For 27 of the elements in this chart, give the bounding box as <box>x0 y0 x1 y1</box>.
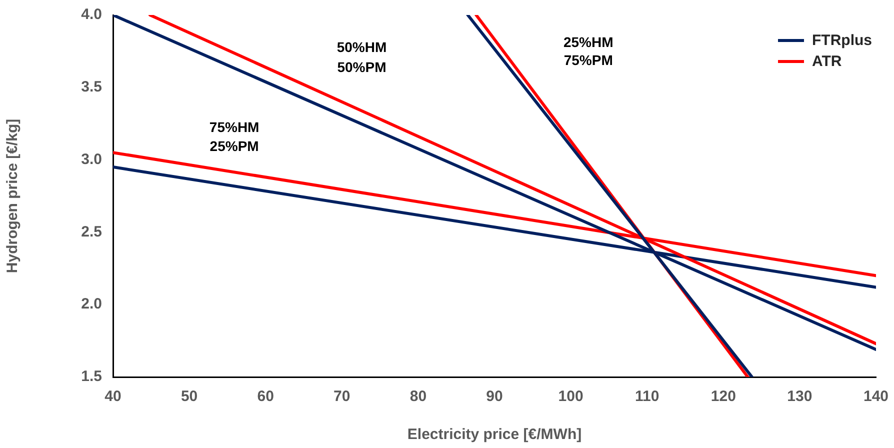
y-tick-label: 3.5 <box>81 78 102 96</box>
annotation: 25%PM <box>210 138 259 154</box>
y-tick-label: 3.0 <box>81 150 102 168</box>
y-tick-label: 1.5 <box>81 368 102 386</box>
x-tick-label: 70 <box>334 388 350 406</box>
y-tick-label: 4.0 <box>81 6 102 24</box>
x-tick-label: 50 <box>180 388 198 406</box>
legend-label: FTRplus <box>812 32 872 49</box>
annotation: 50%HM <box>336 39 387 56</box>
annotation: 75%PM <box>564 52 613 68</box>
x-axis-title: Electricity price [€/MWh] <box>407 426 582 444</box>
x-tick-label: 110 <box>635 388 660 406</box>
x-tick-label: 120 <box>710 388 736 406</box>
annotation: 75%HM <box>209 118 260 135</box>
annotation: 25%HM <box>563 34 614 50</box>
x-tick-label: 130 <box>787 388 812 406</box>
y-tick-label: 2.5 <box>81 223 102 240</box>
legend-label: ATR <box>812 53 842 70</box>
x-tick-label: 90 <box>486 388 503 406</box>
x-tick-label: 60 <box>257 388 274 406</box>
x-tick-label: 100 <box>558 388 584 406</box>
x-tick-label: 140 <box>863 388 889 406</box>
annotation: 50%PM <box>337 59 386 76</box>
x-tick-label: 40 <box>104 388 122 406</box>
y-axis-title: Hydrogen price [€/kg] <box>4 118 22 274</box>
y-tick-label: 2.0 <box>81 296 102 313</box>
x-tick-label: 80 <box>410 388 427 406</box>
